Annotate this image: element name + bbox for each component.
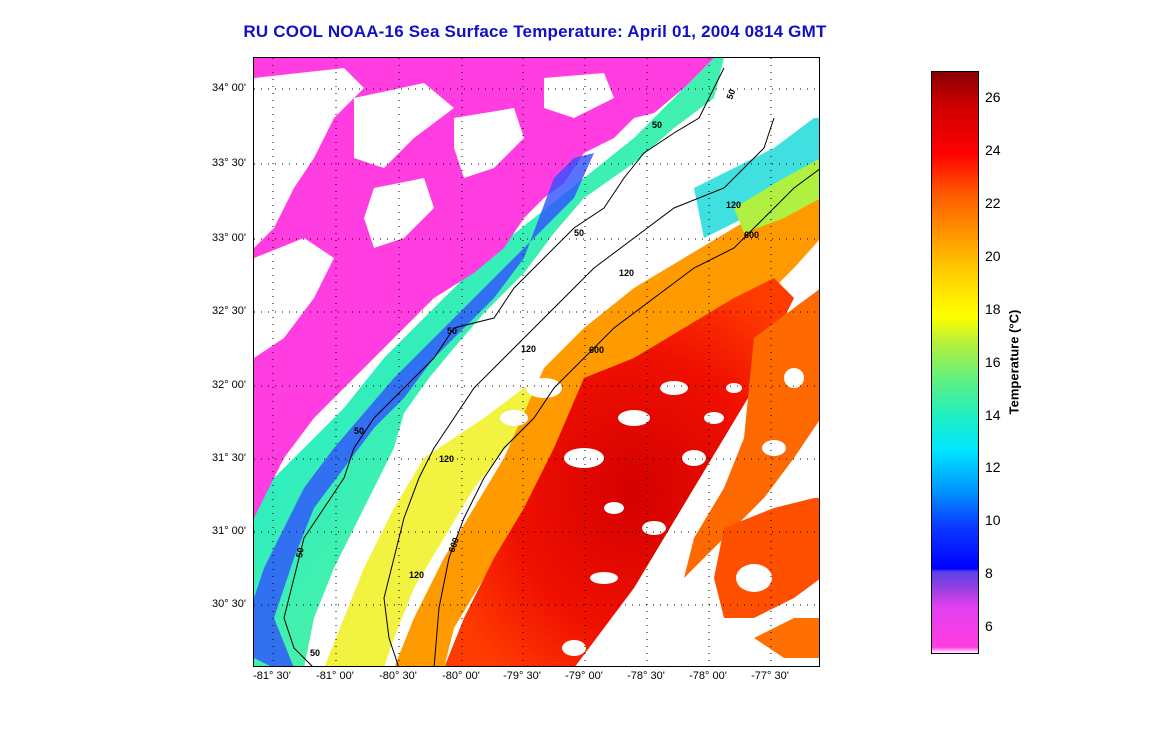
bathymetry-contours bbox=[283, 67, 819, 666]
contour-label: 50 bbox=[310, 648, 320, 658]
cloud-patches bbox=[500, 368, 804, 666]
lat-label: 30° 30' bbox=[211, 598, 246, 610]
cool-water-patch bbox=[734, 159, 819, 233]
land-cloud bbox=[254, 68, 614, 358]
contour-label: 50 bbox=[354, 426, 364, 436]
contour-label: 50 bbox=[652, 120, 662, 130]
colorbar-tick: 8 bbox=[985, 565, 993, 581]
lat-label: 34° 00' bbox=[211, 82, 246, 94]
lat-label: 31° 00' bbox=[211, 525, 246, 537]
cool-water-patch bbox=[694, 118, 819, 238]
contour-label: 120 bbox=[409, 570, 424, 580]
contour-label: 120 bbox=[439, 454, 454, 464]
colorbar-tick: 18 bbox=[985, 301, 1001, 317]
colorbar-tick: 10 bbox=[985, 512, 1001, 528]
sst-map[interactable]: 50 50 50 50 50 50 50 120 120 120 120 120… bbox=[253, 57, 820, 667]
chart-title: RU COOL NOAA-16 Sea Surface Temperature:… bbox=[243, 22, 827, 41]
lon-label: -79° 00' bbox=[565, 670, 603, 682]
lat-label: 32° 00' bbox=[211, 379, 246, 391]
land bbox=[254, 58, 714, 518]
contour-label: 120 bbox=[726, 200, 741, 210]
contour-label: 600 bbox=[589, 345, 604, 355]
contour-label: 50 bbox=[574, 228, 584, 238]
offshore-warm-water bbox=[754, 618, 819, 658]
contour-label: 120 bbox=[521, 344, 536, 354]
lat-label: 33° 00' bbox=[211, 232, 246, 244]
sst-map-canvas: 50 50 50 50 50 50 50 120 120 120 120 120… bbox=[254, 58, 819, 666]
contour-label: 50 bbox=[724, 88, 737, 101]
lon-label: -78° 00' bbox=[689, 670, 727, 682]
colorbar-tick: 6 bbox=[985, 618, 993, 634]
lon-label: -81° 00' bbox=[316, 670, 354, 682]
colorbar-tick: 22 bbox=[985, 195, 1001, 211]
lon-label: -80° 00' bbox=[442, 670, 480, 682]
temperature-colorbar bbox=[931, 71, 979, 654]
transition-water bbox=[324, 368, 554, 666]
colorbar-tick: 20 bbox=[985, 248, 1001, 264]
colorbar-tick: 12 bbox=[985, 459, 1001, 475]
gulf-stream-core bbox=[444, 278, 794, 666]
shelf-water bbox=[254, 58, 724, 666]
colorbar-tick: 24 bbox=[985, 142, 1001, 158]
offshore-warm-water bbox=[714, 498, 819, 618]
colorbar-tick: 14 bbox=[985, 407, 1001, 423]
contour-label: 600 bbox=[744, 230, 759, 240]
colorbar-tick: 16 bbox=[985, 354, 1001, 370]
lon-label: -77° 30' bbox=[751, 670, 789, 682]
lat-label: 31° 30' bbox=[211, 452, 246, 464]
lon-label: -81° 30' bbox=[253, 670, 291, 682]
contour-label: 50 bbox=[447, 326, 457, 336]
lon-label: -79° 30' bbox=[503, 670, 541, 682]
lon-label: -80° 30' bbox=[379, 670, 417, 682]
contour-label: 120 bbox=[619, 268, 634, 278]
contour-label: 50 bbox=[294, 547, 306, 559]
contour-label: 600 bbox=[446, 536, 461, 554]
lat-label: 32° 30' bbox=[211, 305, 246, 317]
lat-label: 33° 30' bbox=[211, 157, 246, 169]
colorbar-tick: 26 bbox=[985, 89, 1001, 105]
colorbar-label: Temperature (°C) bbox=[1006, 309, 1022, 415]
contour-labels: 50 50 50 50 50 50 50 120 120 120 120 120… bbox=[294, 88, 759, 658]
coastal-water bbox=[254, 153, 594, 666]
offshore-warm-water bbox=[684, 289, 819, 578]
lon-label: -78° 30' bbox=[627, 670, 665, 682]
